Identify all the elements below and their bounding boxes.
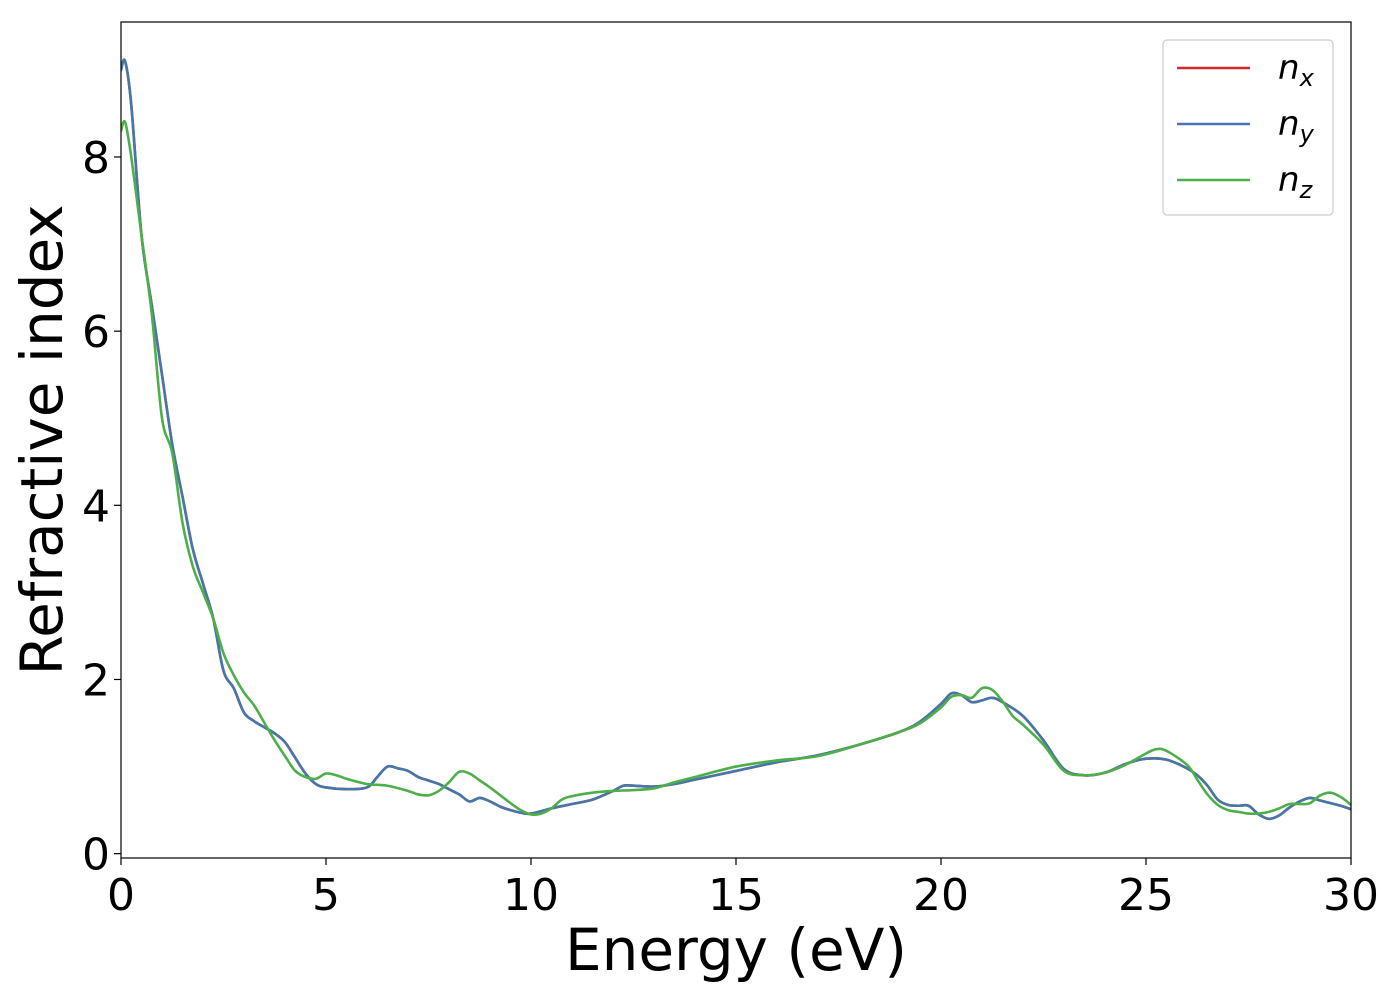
y-tick-label: 6: [82, 307, 110, 358]
plot-area: [121, 22, 1351, 858]
legend: nx ny nz: [1162, 39, 1334, 216]
y-tick-label: 0: [82, 830, 110, 881]
legend-label-nz: nz: [1278, 160, 1314, 204]
series-line-ny: [121, 58, 1351, 821]
x-tick-label: 10: [503, 870, 559, 921]
x-tick-label: 0: [107, 870, 135, 921]
legend-label-nx: nx: [1278, 48, 1315, 92]
legend-label-ny: ny: [1278, 104, 1315, 148]
x-tick-label: 25: [1118, 870, 1174, 921]
x-axis-ticks: 0 5 10 15 20 25 30: [107, 858, 1379, 921]
y-tick-label: 2: [82, 655, 110, 706]
legend-entries: nx ny nz: [1177, 48, 1315, 204]
x-tick-label: 5: [312, 870, 340, 921]
y-tick-label: 4: [82, 481, 110, 532]
y-axis-ticks: 0 2 4 6 8: [82, 133, 121, 881]
series-layer: [121, 58, 1351, 821]
y-axis-label: Refractive index: [8, 204, 76, 675]
x-tick-label: 20: [913, 870, 969, 921]
y-tick-label: 8: [82, 133, 110, 184]
x-tick-label: 15: [708, 870, 764, 921]
x-tick-label: 30: [1323, 870, 1379, 921]
series-line-nz: [121, 119, 1351, 817]
legend-frame: [1162, 39, 1334, 216]
x-axis-label: Energy (eV): [565, 916, 907, 984]
